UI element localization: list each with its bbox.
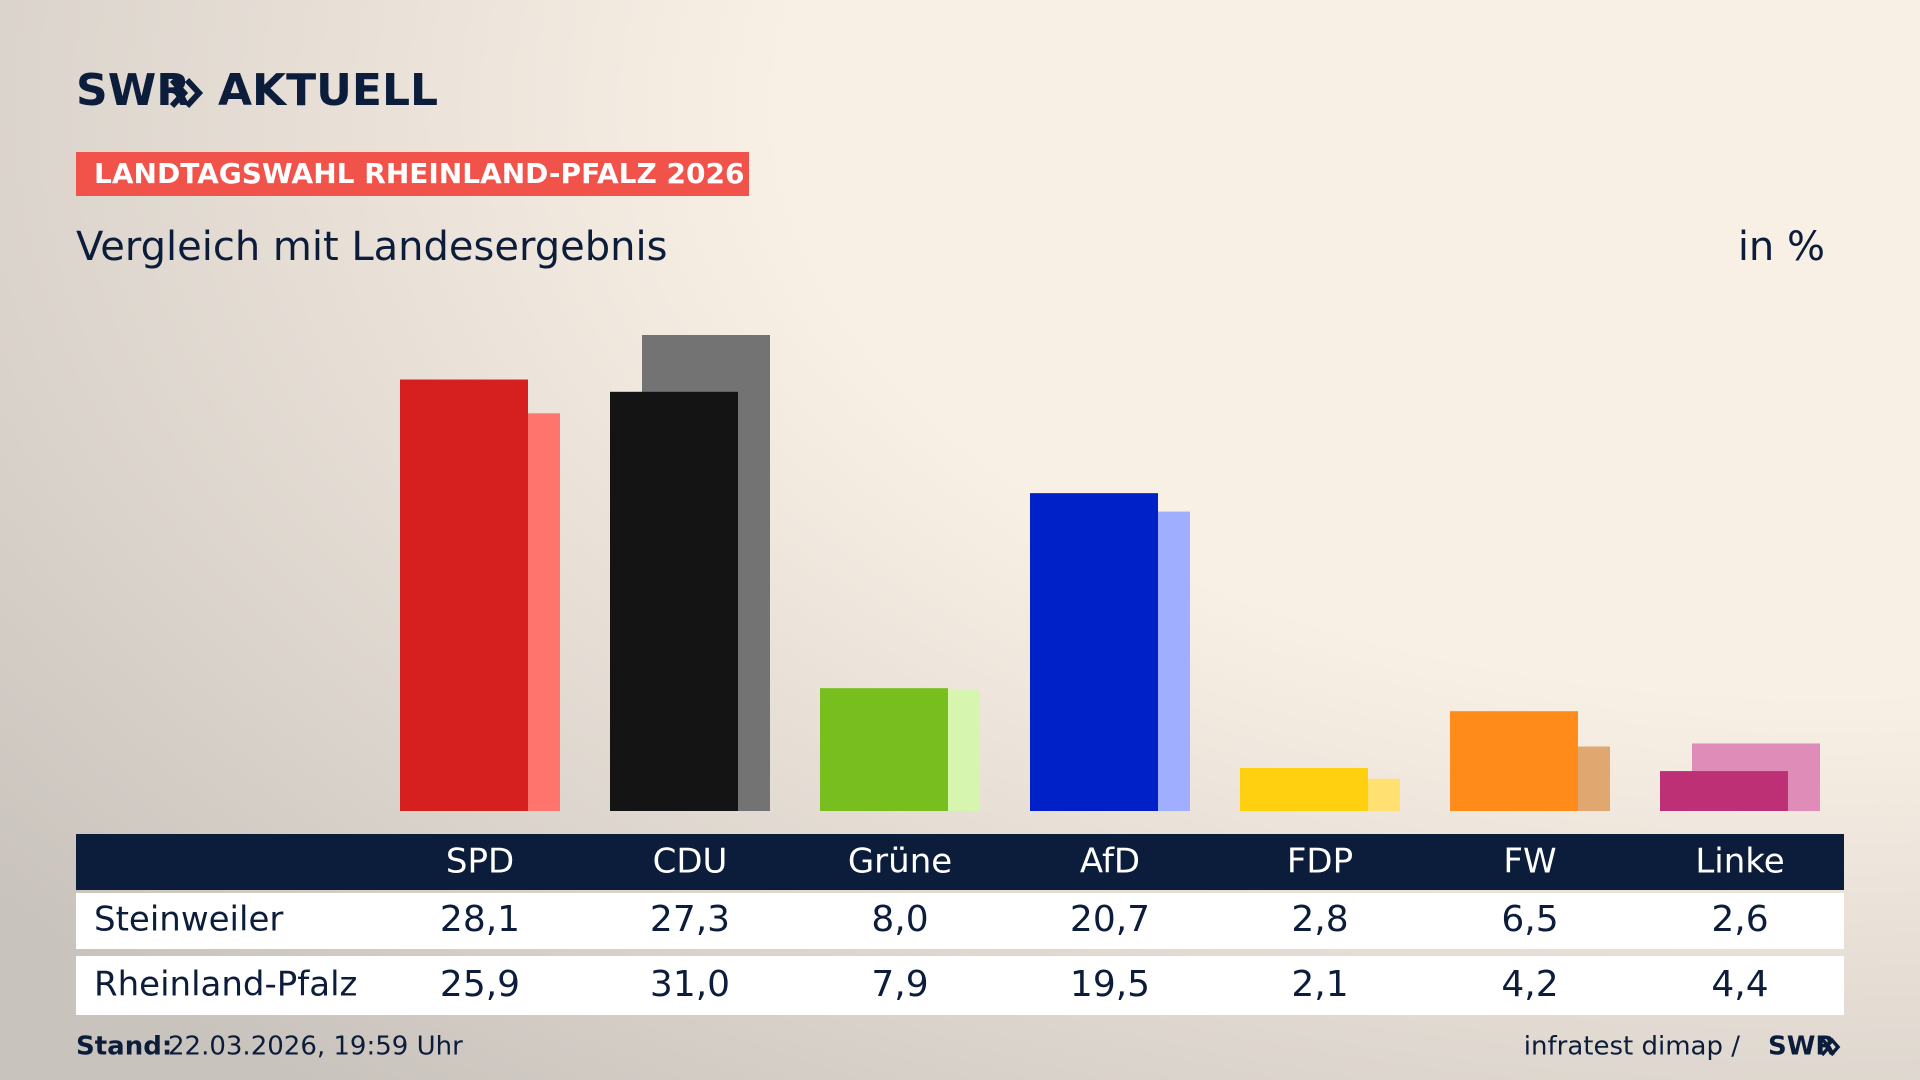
footer-chevrons <box>1820 1037 1841 1057</box>
unit-label: in % <box>1738 224 1825 270</box>
value-label: 2,6 <box>1711 899 1768 940</box>
value-label: 4,2 <box>1501 964 1558 1005</box>
chart-title: Vergleich mit Landesergebnis <box>76 224 667 270</box>
badge: LANDTAGSWAHL RHEINLAND-PFALZ 2026 <box>94 157 744 190</box>
row-label: Rheinland-Pfalz <box>94 965 357 1005</box>
bar <box>1660 771 1788 811</box>
value-label: 25,9 <box>440 964 520 1005</box>
stand-label: Stand: <box>76 1032 172 1062</box>
stand: 22.03.2026, 19:59 Uhr <box>168 1032 463 1062</box>
category-label: Grüne <box>848 842 952 882</box>
table-row <box>76 893 1844 949</box>
table-row <box>76 956 1844 1015</box>
bar <box>610 391 738 811</box>
value-label: 2,8 <box>1291 899 1348 940</box>
value-label: 31,0 <box>650 964 730 1005</box>
category-label: CDU <box>653 842 728 882</box>
value-label: 8,0 <box>871 899 928 940</box>
brand: SWR <box>76 65 190 116</box>
footer-brand: SWR <box>1768 1032 1835 1062</box>
category-label: SPD <box>446 842 514 882</box>
category-label: FDP <box>1287 842 1353 882</box>
bar <box>1240 768 1368 811</box>
value-label: 4,4 <box>1711 964 1768 1005</box>
value-label: 6,5 <box>1501 899 1558 940</box>
badge-bg <box>76 152 749 196</box>
category-label: Linke <box>1695 842 1784 882</box>
bar <box>1450 711 1578 811</box>
section: AKTUELL <box>218 65 438 116</box>
value-label: 19,5 <box>1070 964 1150 1005</box>
bar <box>400 379 528 811</box>
bar <box>820 688 948 811</box>
brand-chevrons <box>169 77 204 109</box>
bar <box>1030 493 1158 811</box>
table-header <box>76 834 1844 890</box>
value-label: 2,1 <box>1291 964 1348 1005</box>
category-label: AfD <box>1080 842 1140 882</box>
source: infratest dimap / <box>1524 1032 1740 1062</box>
value-label: 28,1 <box>440 899 520 940</box>
value-label: 7,9 <box>871 964 928 1005</box>
value-label: 27,3 <box>650 899 730 940</box>
category-label: FW <box>1503 842 1556 882</box>
value-label: 20,7 <box>1070 899 1150 940</box>
row-label: Steinweiler <box>94 900 283 940</box>
